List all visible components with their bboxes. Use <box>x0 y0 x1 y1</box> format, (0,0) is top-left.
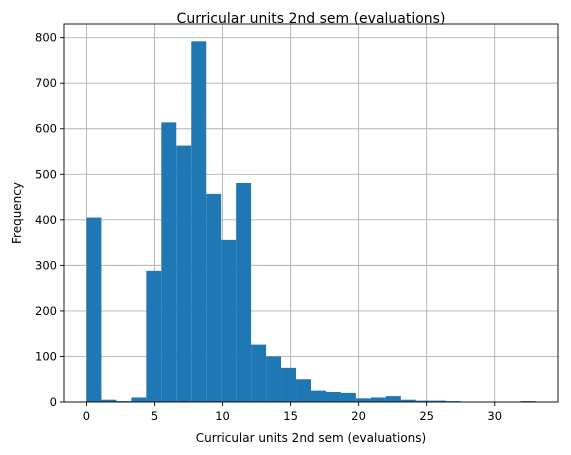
x-tick-label: 10 <box>215 409 230 423</box>
y-axis-ticks: 0 100 200 300 400 500 600 700 800 <box>35 31 64 409</box>
y-tick-label: 800 <box>35 31 57 45</box>
histogram-bar <box>191 41 206 402</box>
x-axis-label: Curricular units 2nd sem (evaluations) <box>196 431 426 445</box>
histogram-bar <box>86 218 101 402</box>
histogram-bar <box>161 122 176 402</box>
x-tick-label: 20 <box>351 409 366 423</box>
histogram-bar <box>206 194 221 402</box>
histogram-bar <box>221 240 236 402</box>
y-tick-label: 600 <box>35 122 57 136</box>
x-tick-label: 30 <box>487 409 502 423</box>
y-tick-label: 0 <box>50 395 57 409</box>
histogram-bar <box>281 368 296 402</box>
y-tick-label: 300 <box>35 258 57 272</box>
histogram-bar <box>311 391 326 402</box>
y-tick-label: 100 <box>35 349 57 363</box>
x-axis-ticks: 0 5 10 15 20 25 30 <box>83 402 502 423</box>
histogram-bar <box>146 271 161 402</box>
histogram-bar <box>326 392 341 402</box>
x-tick-label: 0 <box>83 409 90 423</box>
bars <box>86 41 535 402</box>
histogram-bar <box>176 146 191 402</box>
histogram-bar <box>236 183 251 402</box>
x-tick-label: 25 <box>419 409 434 423</box>
y-tick-label: 200 <box>35 304 57 318</box>
histogram-bar <box>296 379 311 402</box>
histogram-bar <box>356 398 371 402</box>
y-tick-label: 400 <box>35 213 57 227</box>
histogram-bar <box>251 345 266 402</box>
y-axis-label: Frequency <box>10 182 24 244</box>
histogram-bar <box>266 356 281 402</box>
plot-frame <box>64 24 558 402</box>
y-tick-label: 500 <box>35 167 57 181</box>
x-tick-label: 15 <box>283 409 298 423</box>
histogram-bar <box>131 397 146 402</box>
y-tick-label: 700 <box>35 76 57 90</box>
histogram-bar <box>371 397 386 402</box>
chart-title: Curricular units 2nd sem (evaluations) <box>177 11 446 27</box>
histogram-bar <box>341 393 356 402</box>
grid <box>64 24 558 402</box>
histogram-bar <box>386 396 401 402</box>
x-tick-label: 5 <box>151 409 158 423</box>
